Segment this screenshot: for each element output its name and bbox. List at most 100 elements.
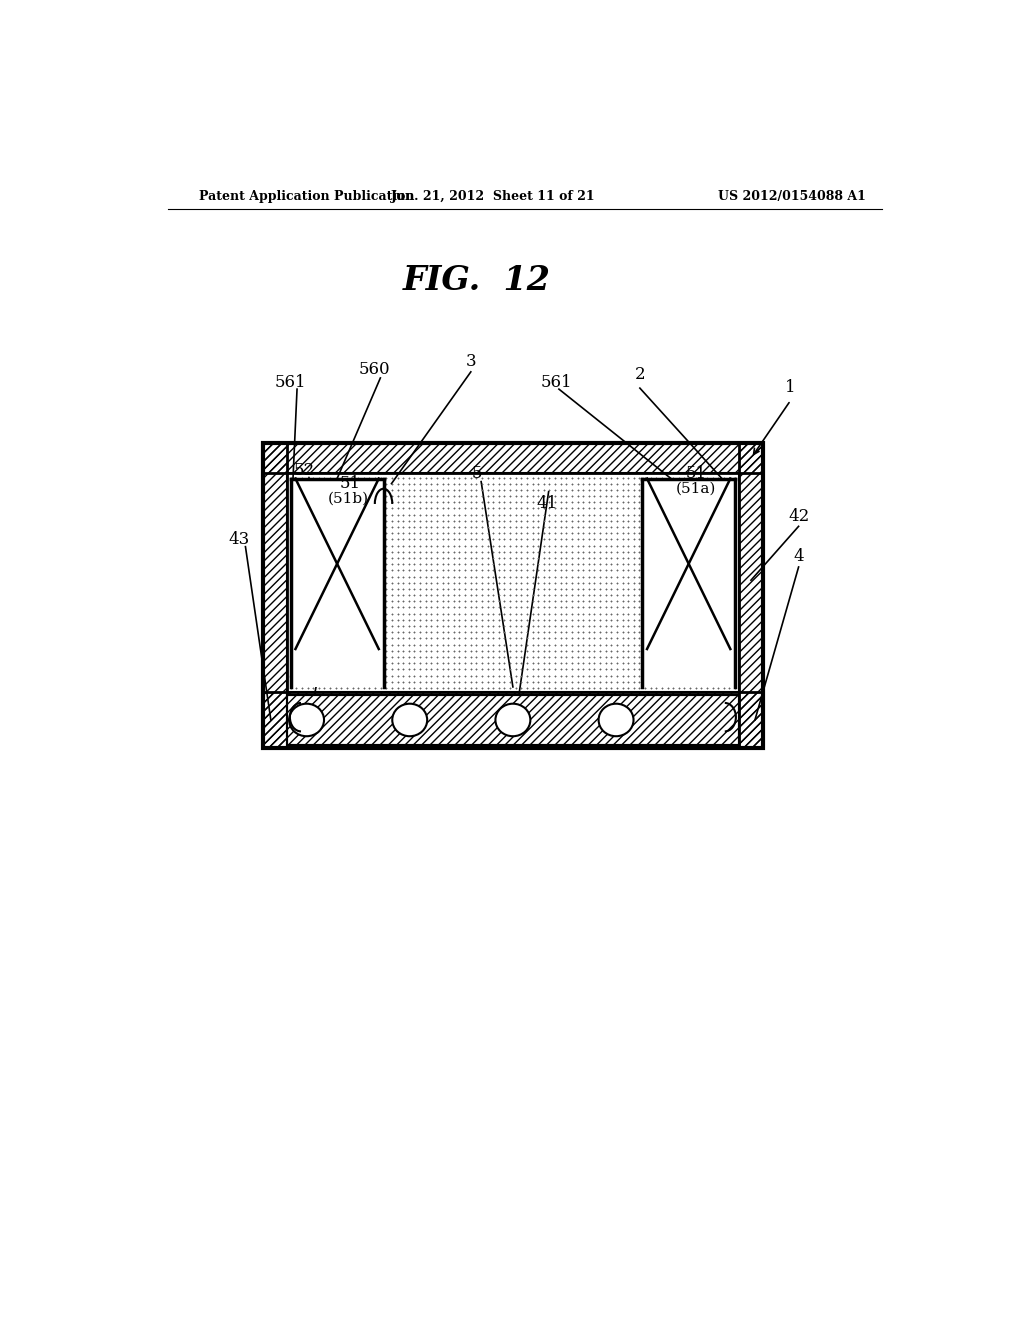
Point	[587, 671, 603, 692]
Point	[581, 523, 597, 544]
Point	[524, 578, 541, 599]
Point	[603, 628, 620, 649]
Point	[564, 498, 581, 519]
Point	[564, 479, 581, 500]
Point	[569, 479, 586, 500]
Point	[384, 677, 400, 698]
Point	[671, 640, 687, 661]
Point	[614, 647, 631, 668]
Point	[367, 585, 383, 606]
Point	[693, 665, 710, 686]
Point	[389, 553, 406, 574]
Point	[452, 659, 468, 680]
Point	[705, 548, 721, 569]
Point	[676, 504, 692, 525]
Point	[603, 677, 620, 698]
Point	[350, 504, 367, 525]
Point	[305, 535, 322, 556]
Point	[653, 677, 670, 698]
Point	[283, 628, 299, 649]
Point	[355, 628, 372, 649]
Point	[479, 529, 496, 550]
Point	[631, 523, 647, 544]
Point	[434, 634, 451, 655]
Point	[721, 566, 737, 587]
Point	[502, 640, 518, 661]
Point	[553, 473, 569, 494]
Point	[524, 640, 541, 661]
Point	[283, 677, 299, 698]
Point	[429, 504, 445, 525]
Point	[502, 535, 518, 556]
Point	[440, 541, 457, 562]
Point	[434, 578, 451, 599]
Point	[676, 529, 692, 550]
Point	[434, 541, 451, 562]
Point	[418, 610, 434, 631]
Point	[508, 553, 524, 574]
Point	[322, 585, 338, 606]
Point	[350, 486, 367, 507]
Point	[429, 498, 445, 519]
Point	[434, 529, 451, 550]
Point	[423, 486, 439, 507]
Point	[687, 628, 703, 649]
Point	[558, 572, 574, 593]
Point	[288, 610, 304, 631]
Point	[530, 659, 547, 680]
Point	[519, 553, 536, 574]
Point	[389, 634, 406, 655]
Point	[294, 615, 310, 636]
Point	[485, 622, 502, 643]
Point	[710, 634, 726, 655]
Point	[429, 634, 445, 655]
Point	[609, 566, 626, 587]
Point	[299, 479, 315, 500]
Point	[547, 553, 563, 574]
Point	[671, 647, 687, 668]
Point	[659, 610, 676, 631]
Point	[637, 671, 653, 692]
Point	[598, 548, 614, 569]
Point	[682, 548, 698, 569]
Point	[542, 578, 558, 599]
Point	[457, 615, 473, 636]
Point	[536, 541, 552, 562]
Point	[328, 659, 344, 680]
Point	[452, 585, 468, 606]
Point	[434, 511, 451, 532]
Point	[626, 610, 642, 631]
Point	[384, 560, 400, 581]
Point	[553, 473, 569, 494]
Point	[468, 492, 484, 513]
Point	[530, 566, 547, 587]
Point	[350, 615, 367, 636]
Point	[682, 640, 698, 661]
Point	[440, 610, 457, 631]
Point	[373, 647, 389, 668]
Point	[423, 511, 439, 532]
Point	[373, 603, 389, 624]
Point	[502, 572, 518, 593]
Point	[490, 541, 507, 562]
Point	[665, 659, 681, 680]
Point	[288, 597, 304, 618]
Point	[429, 541, 445, 562]
Point	[587, 647, 603, 668]
Point	[698, 677, 715, 698]
Point	[468, 610, 484, 631]
Point	[558, 511, 574, 532]
Point	[687, 603, 703, 624]
Point	[721, 659, 737, 680]
Point	[558, 615, 574, 636]
Point	[626, 467, 642, 488]
Point	[603, 523, 620, 544]
Point	[423, 548, 439, 569]
Point	[530, 634, 547, 655]
Point	[367, 622, 383, 643]
Point	[328, 492, 344, 513]
Point	[294, 665, 310, 686]
Point	[344, 628, 360, 649]
Point	[592, 504, 608, 525]
Point	[452, 486, 468, 507]
